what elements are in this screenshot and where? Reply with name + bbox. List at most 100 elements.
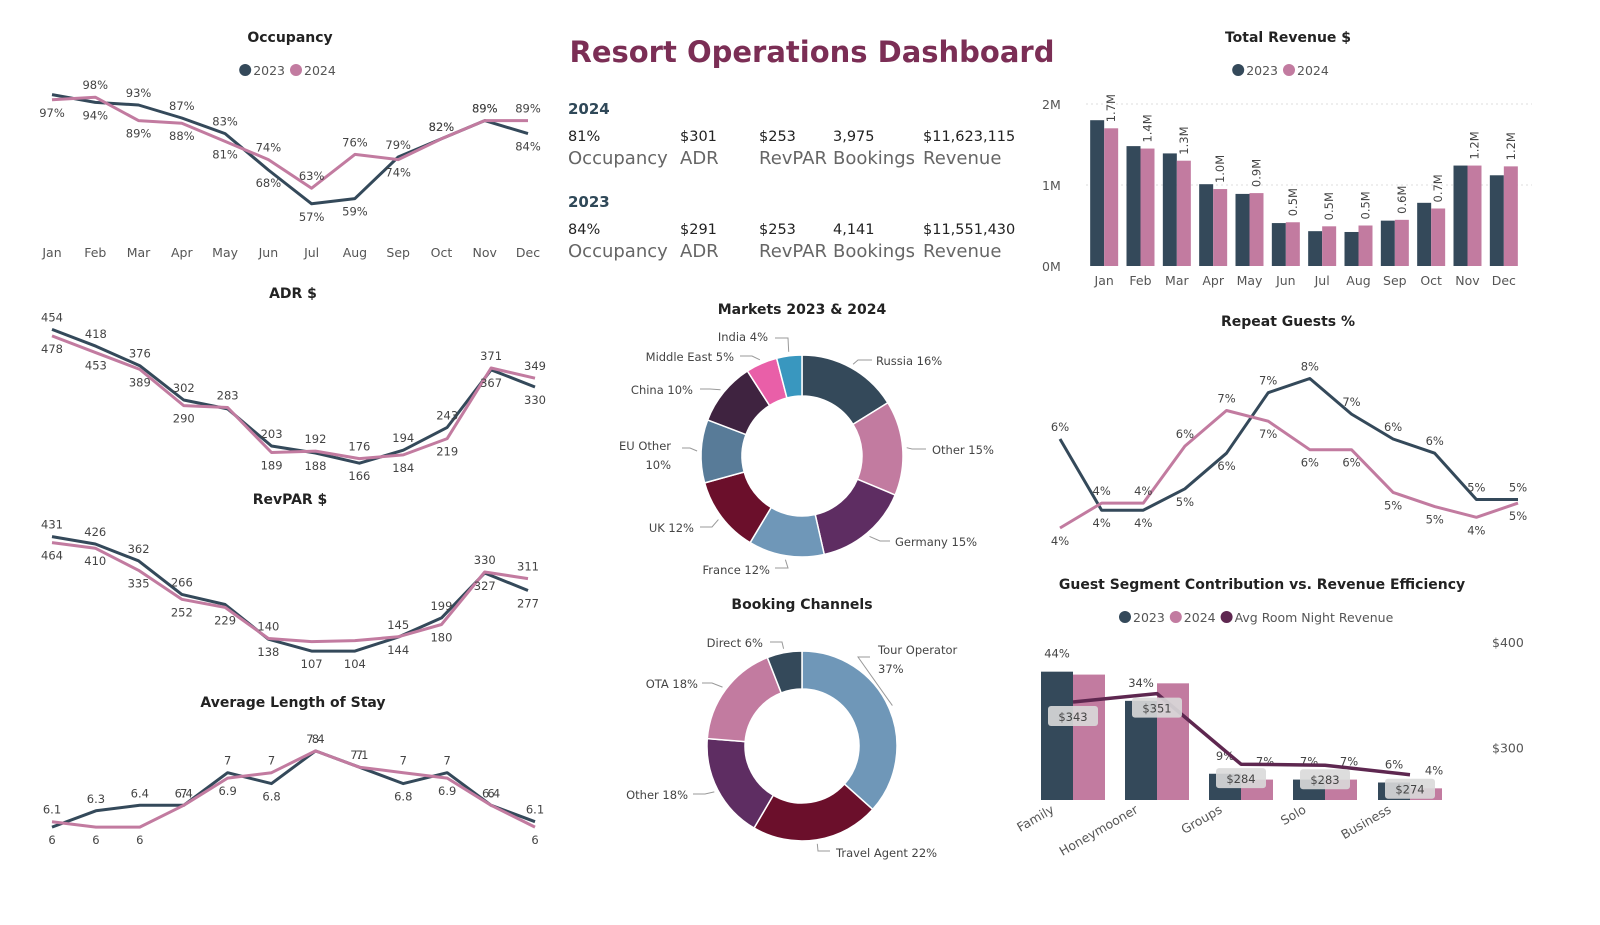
bar-2023 — [1271, 223, 1286, 266]
repeat-guests-chart: Repeat Guests % 6% 4% 4% 5% 6% 7% 8% 7% 6% 6% 5% 5% 4… — [1051, 314, 1527, 548]
data-label: 1.2M — [1504, 132, 1518, 160]
bar-2023 — [1380, 220, 1395, 266]
leader-line — [702, 682, 723, 688]
leader-line — [700, 519, 719, 528]
data-label: 68% — [256, 176, 282, 190]
legend-label: Avg Room Night Revenue — [1235, 610, 1394, 625]
data-label: 229 — [214, 613, 236, 627]
data-label: 7 — [268, 754, 275, 768]
data-label: 6.1 — [43, 803, 61, 817]
data-label: 7% — [1256, 755, 1274, 769]
legend-marker — [1119, 611, 1131, 623]
slice-label: Other 18% — [626, 788, 688, 802]
data-label: 219 — [436, 445, 458, 459]
data-label: 252 — [171, 605, 193, 619]
data-label: 327 — [474, 579, 496, 593]
kpi-caption: ADR — [680, 148, 719, 169]
bar-2024 — [1249, 193, 1264, 266]
legend-label: 2023 — [1246, 63, 1278, 78]
kpi-caption: Bookings — [833, 241, 915, 262]
x-tick-label: Nov — [1455, 273, 1480, 288]
x-tick-label: Honeymooner — [1057, 801, 1142, 859]
data-label: 376 — [129, 347, 151, 361]
data-label: 93% — [126, 86, 152, 100]
data-label: 7% — [1259, 427, 1277, 441]
booking-channels-donut: Booking Channels Tour Operator 37% Travel A… — [626, 597, 957, 860]
slice-label: Tour Operator — [877, 643, 958, 657]
slice-label: 37% — [878, 662, 904, 676]
slice-direct — [766, 650, 803, 694]
bar-2024 — [1322, 226, 1337, 266]
slice-travel-agent — [753, 782, 874, 842]
legend-label: 2023 — [253, 63, 285, 78]
chart-title: Occupancy — [247, 30, 332, 46]
data-label: 277 — [517, 597, 539, 611]
data-label: 0.5M — [1359, 191, 1373, 219]
data-label: 1.2M — [1468, 131, 1482, 159]
label-box — [1385, 778, 1435, 799]
data-label: 330 — [474, 553, 496, 567]
x-tick-label: Sep — [1383, 273, 1407, 288]
kpi-value: 81% — [568, 129, 600, 145]
data-label: 6% — [1176, 427, 1194, 441]
data-label: 74% — [256, 141, 282, 155]
data-label: 410 — [84, 554, 106, 568]
data-label: 83% — [212, 115, 238, 129]
data-label: 144 — [387, 643, 409, 657]
avg-revenue-line — [1072, 691, 1411, 777]
bar-2023 — [1041, 671, 1073, 800]
x-tick-label: Oct — [431, 245, 453, 260]
bar-2024 — [1140, 148, 1155, 266]
series-line-2023 — [51, 535, 529, 653]
slice-label: Germany 15% — [895, 535, 977, 549]
data-label: 89% — [472, 102, 498, 116]
adr-chart: ADR $ 454 418 376 302 203 188 166 194 243 367 330 47… — [41, 286, 546, 483]
data-label: 6.4 — [131, 786, 149, 800]
leader-line — [857, 656, 893, 706]
slice-ota — [706, 656, 783, 743]
legend-label: 2024 — [1184, 610, 1216, 625]
data-label: 6.4 — [175, 786, 193, 800]
bar-2024 — [1394, 219, 1409, 266]
data-label: 6 — [531, 833, 538, 847]
data-label: 8 — [312, 732, 319, 746]
chart-title: Booking Channels — [731, 597, 872, 613]
x-tick-label: Aug — [343, 245, 367, 260]
bar-2024 — [1431, 208, 1446, 266]
avg-revenue-label: $284 — [1226, 772, 1255, 786]
data-label: 6.8 — [394, 790, 412, 804]
data-label: 5% — [1467, 481, 1485, 495]
slice-label: China 10% — [631, 383, 693, 397]
data-label: 7 — [180, 786, 187, 800]
legend-marker — [290, 64, 302, 76]
legend-label: 2024 — [304, 63, 336, 78]
kpi-summary: 2024 81% Occupancy $301 ADR $253 RevPAR 3,975 Bo… — [568, 100, 1015, 262]
data-label: 6 — [48, 833, 55, 847]
data-label: 1.0M — [1213, 155, 1227, 183]
slice-label: India 4% — [718, 330, 768, 344]
series-line-2024 — [1059, 409, 1519, 530]
chart-title: ADR $ — [269, 286, 317, 302]
kpi-value: 84% — [568, 222, 600, 238]
data-label: 184 — [392, 461, 414, 475]
data-label: 44% — [1044, 647, 1070, 661]
data-label: 5% — [1509, 509, 1527, 523]
data-label: 97% — [39, 106, 65, 120]
data-label: 4% — [1134, 516, 1152, 530]
data-label: 311 — [517, 560, 539, 574]
kpi-caption: Revenue — [923, 241, 1001, 262]
data-label: 0.7M — [1431, 174, 1445, 202]
data-label: 1.7M — [1104, 94, 1118, 122]
data-label: 9% — [1216, 749, 1234, 763]
x-tick-label: Business — [1338, 802, 1393, 843]
data-label: 188 — [304, 459, 326, 473]
data-label: 74% — [385, 166, 411, 180]
data-label: 4% — [1051, 534, 1069, 548]
data-label: 290 — [173, 412, 195, 426]
y-tick-label: 2M — [1042, 97, 1061, 112]
avg-revenue-label: $283 — [1310, 773, 1339, 787]
chart-title: Repeat Guests % — [1221, 314, 1355, 330]
x-tick-label: May — [1237, 273, 1263, 288]
data-label: 7% — [1217, 392, 1235, 406]
